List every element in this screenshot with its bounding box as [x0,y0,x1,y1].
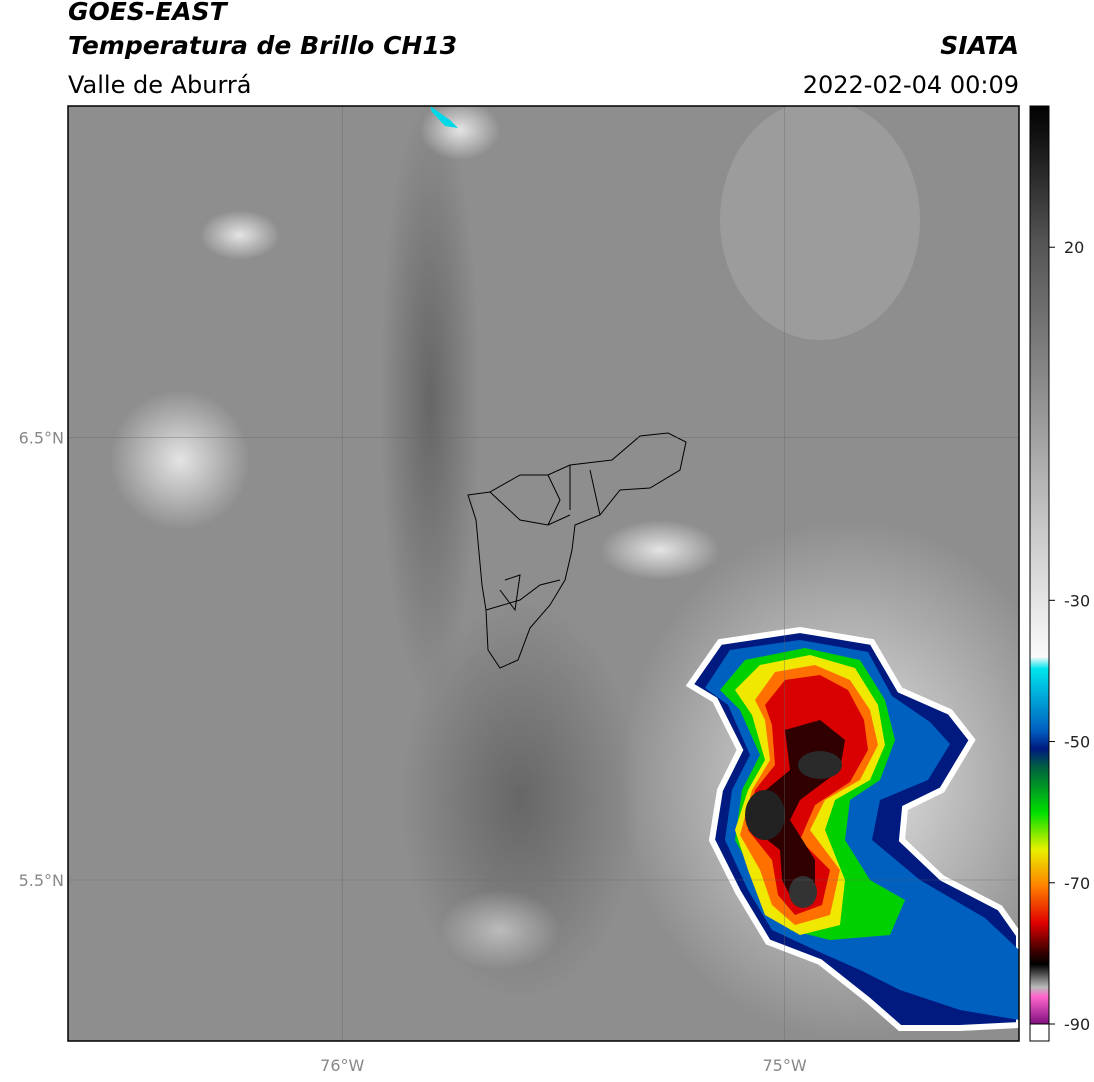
region: Valle de Aburrá [68,71,252,99]
datetime: 2022-02-04 00:09 [803,71,1019,99]
satellite-image [68,106,1019,1041]
lon-label: 75°W [762,1056,806,1075]
colorbar-tick-label: -90 [1064,1015,1090,1034]
colorbar-extension [1029,1023,1050,1042]
colorbar-tick-label: -30 [1064,591,1090,610]
colorbar [1029,105,1050,1025]
title: GOES-EAST [68,0,229,26]
lon-label: 76°W [320,1056,364,1075]
colorbar-tick-label: -70 [1064,874,1090,893]
source: SIATA [940,31,1019,60]
colorbar-tick-label: 20 [1064,238,1084,257]
subtitle: Temperatura de Brillo CH13 [68,31,457,60]
map-frame [67,105,1020,1042]
colorbar-tick-label: -50 [1064,733,1090,752]
lat-label: 5.5°N [19,871,64,890]
lat-label: 6.5°N [19,429,64,448]
